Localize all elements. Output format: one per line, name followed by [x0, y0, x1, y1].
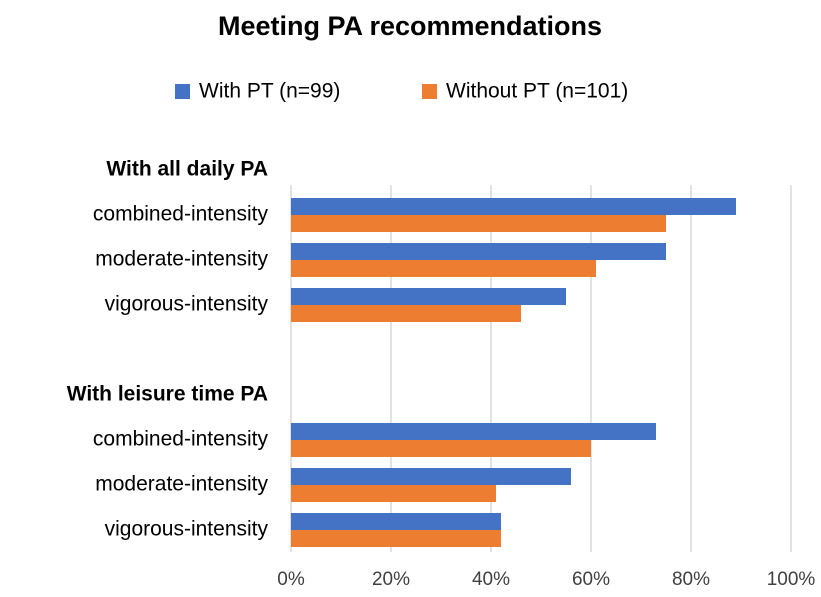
bar: [291, 243, 666, 260]
bar: [291, 260, 596, 277]
x-tick-label: 60%: [572, 569, 610, 590]
legend-label: Without PT (n=101): [446, 80, 628, 103]
bar: [291, 198, 736, 215]
bar: [291, 440, 591, 457]
bar: [291, 215, 666, 232]
x-tick-label: 40%: [472, 569, 510, 590]
bar: [291, 530, 501, 547]
x-tick-label: 80%: [672, 569, 710, 590]
x-tick-label: 100%: [767, 569, 816, 590]
group-header: With all daily PA: [106, 158, 268, 181]
bar: [291, 485, 496, 502]
legend-label: With PT (n=99): [199, 80, 340, 103]
chart-title: Meeting PA recommendations: [218, 11, 602, 41]
y-tick-label: moderate-intensity: [95, 473, 268, 496]
y-tick-label: vigorous-intensity: [105, 293, 269, 316]
bar: [291, 288, 566, 305]
x-tick-label: 20%: [372, 569, 410, 590]
legend-swatch: [175, 84, 190, 99]
bar: [291, 305, 521, 322]
y-tick-label: moderate-intensity: [95, 248, 268, 271]
legend-swatch: [422, 84, 437, 99]
bar: [291, 513, 501, 530]
bar: [291, 423, 656, 440]
group-header: With leisure time PA: [67, 383, 268, 406]
x-tick-label: 0%: [277, 569, 305, 590]
y-tick-label: combined-intensity: [93, 428, 269, 451]
bar: [291, 468, 571, 485]
y-tick-label: combined-intensity: [93, 203, 269, 226]
y-tick-label: vigorous-intensity: [105, 518, 269, 541]
